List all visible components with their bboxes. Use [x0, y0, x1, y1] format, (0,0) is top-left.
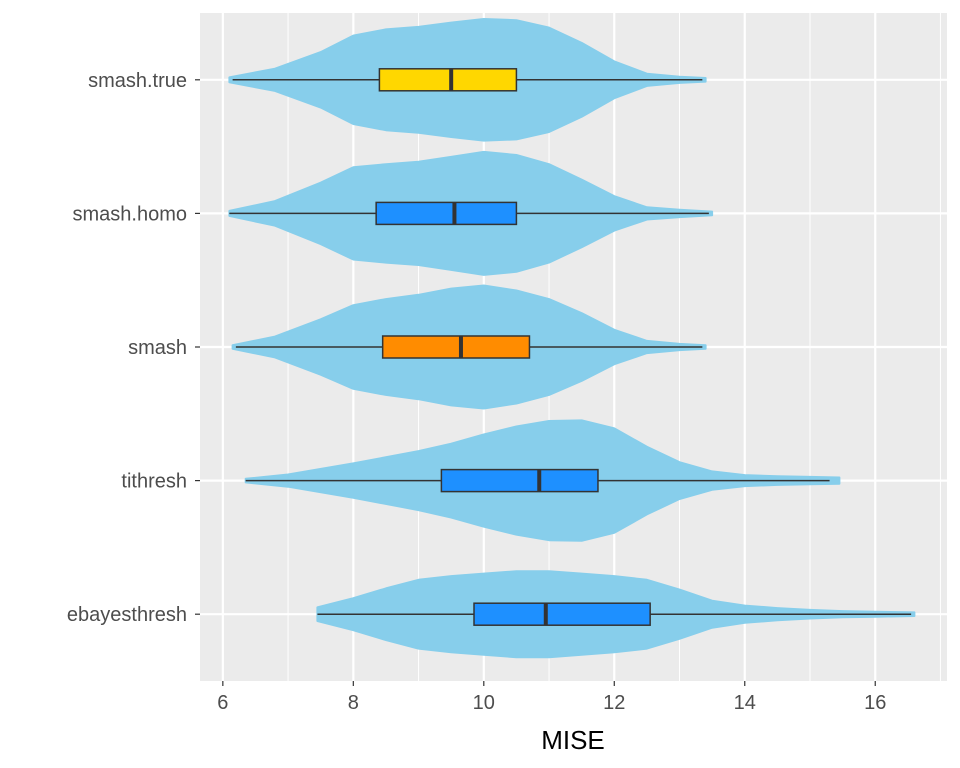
y-tick-label: smash.true — [88, 70, 187, 92]
y-tick-label: tithresh — [121, 471, 187, 493]
boxplot-layer — [229, 68, 912, 626]
box-smash — [381, 335, 531, 359]
x-axis-title: MISE — [541, 725, 605, 755]
y-tick-label: smash — [128, 337, 187, 359]
x-tick-label: 8 — [348, 692, 359, 714]
box-smash.homo — [375, 201, 518, 226]
y-tick-label: ebayesthresh — [67, 604, 187, 626]
x-tick-label: 14 — [734, 692, 756, 714]
axis-layer: smash.true smash.homo smash tithresh ebayest… — [67, 70, 886, 714]
y-tick-label: smash.homo — [73, 203, 188, 225]
box-smash.true — [378, 68, 518, 92]
box-tithresh — [440, 468, 599, 493]
box-ebayesthresh — [473, 602, 651, 626]
x-tick-label: 16 — [864, 692, 886, 714]
x-tick-label: 6 — [217, 692, 228, 714]
x-tick-label: 12 — [603, 692, 625, 714]
x-tick-label: 10 — [473, 692, 495, 714]
